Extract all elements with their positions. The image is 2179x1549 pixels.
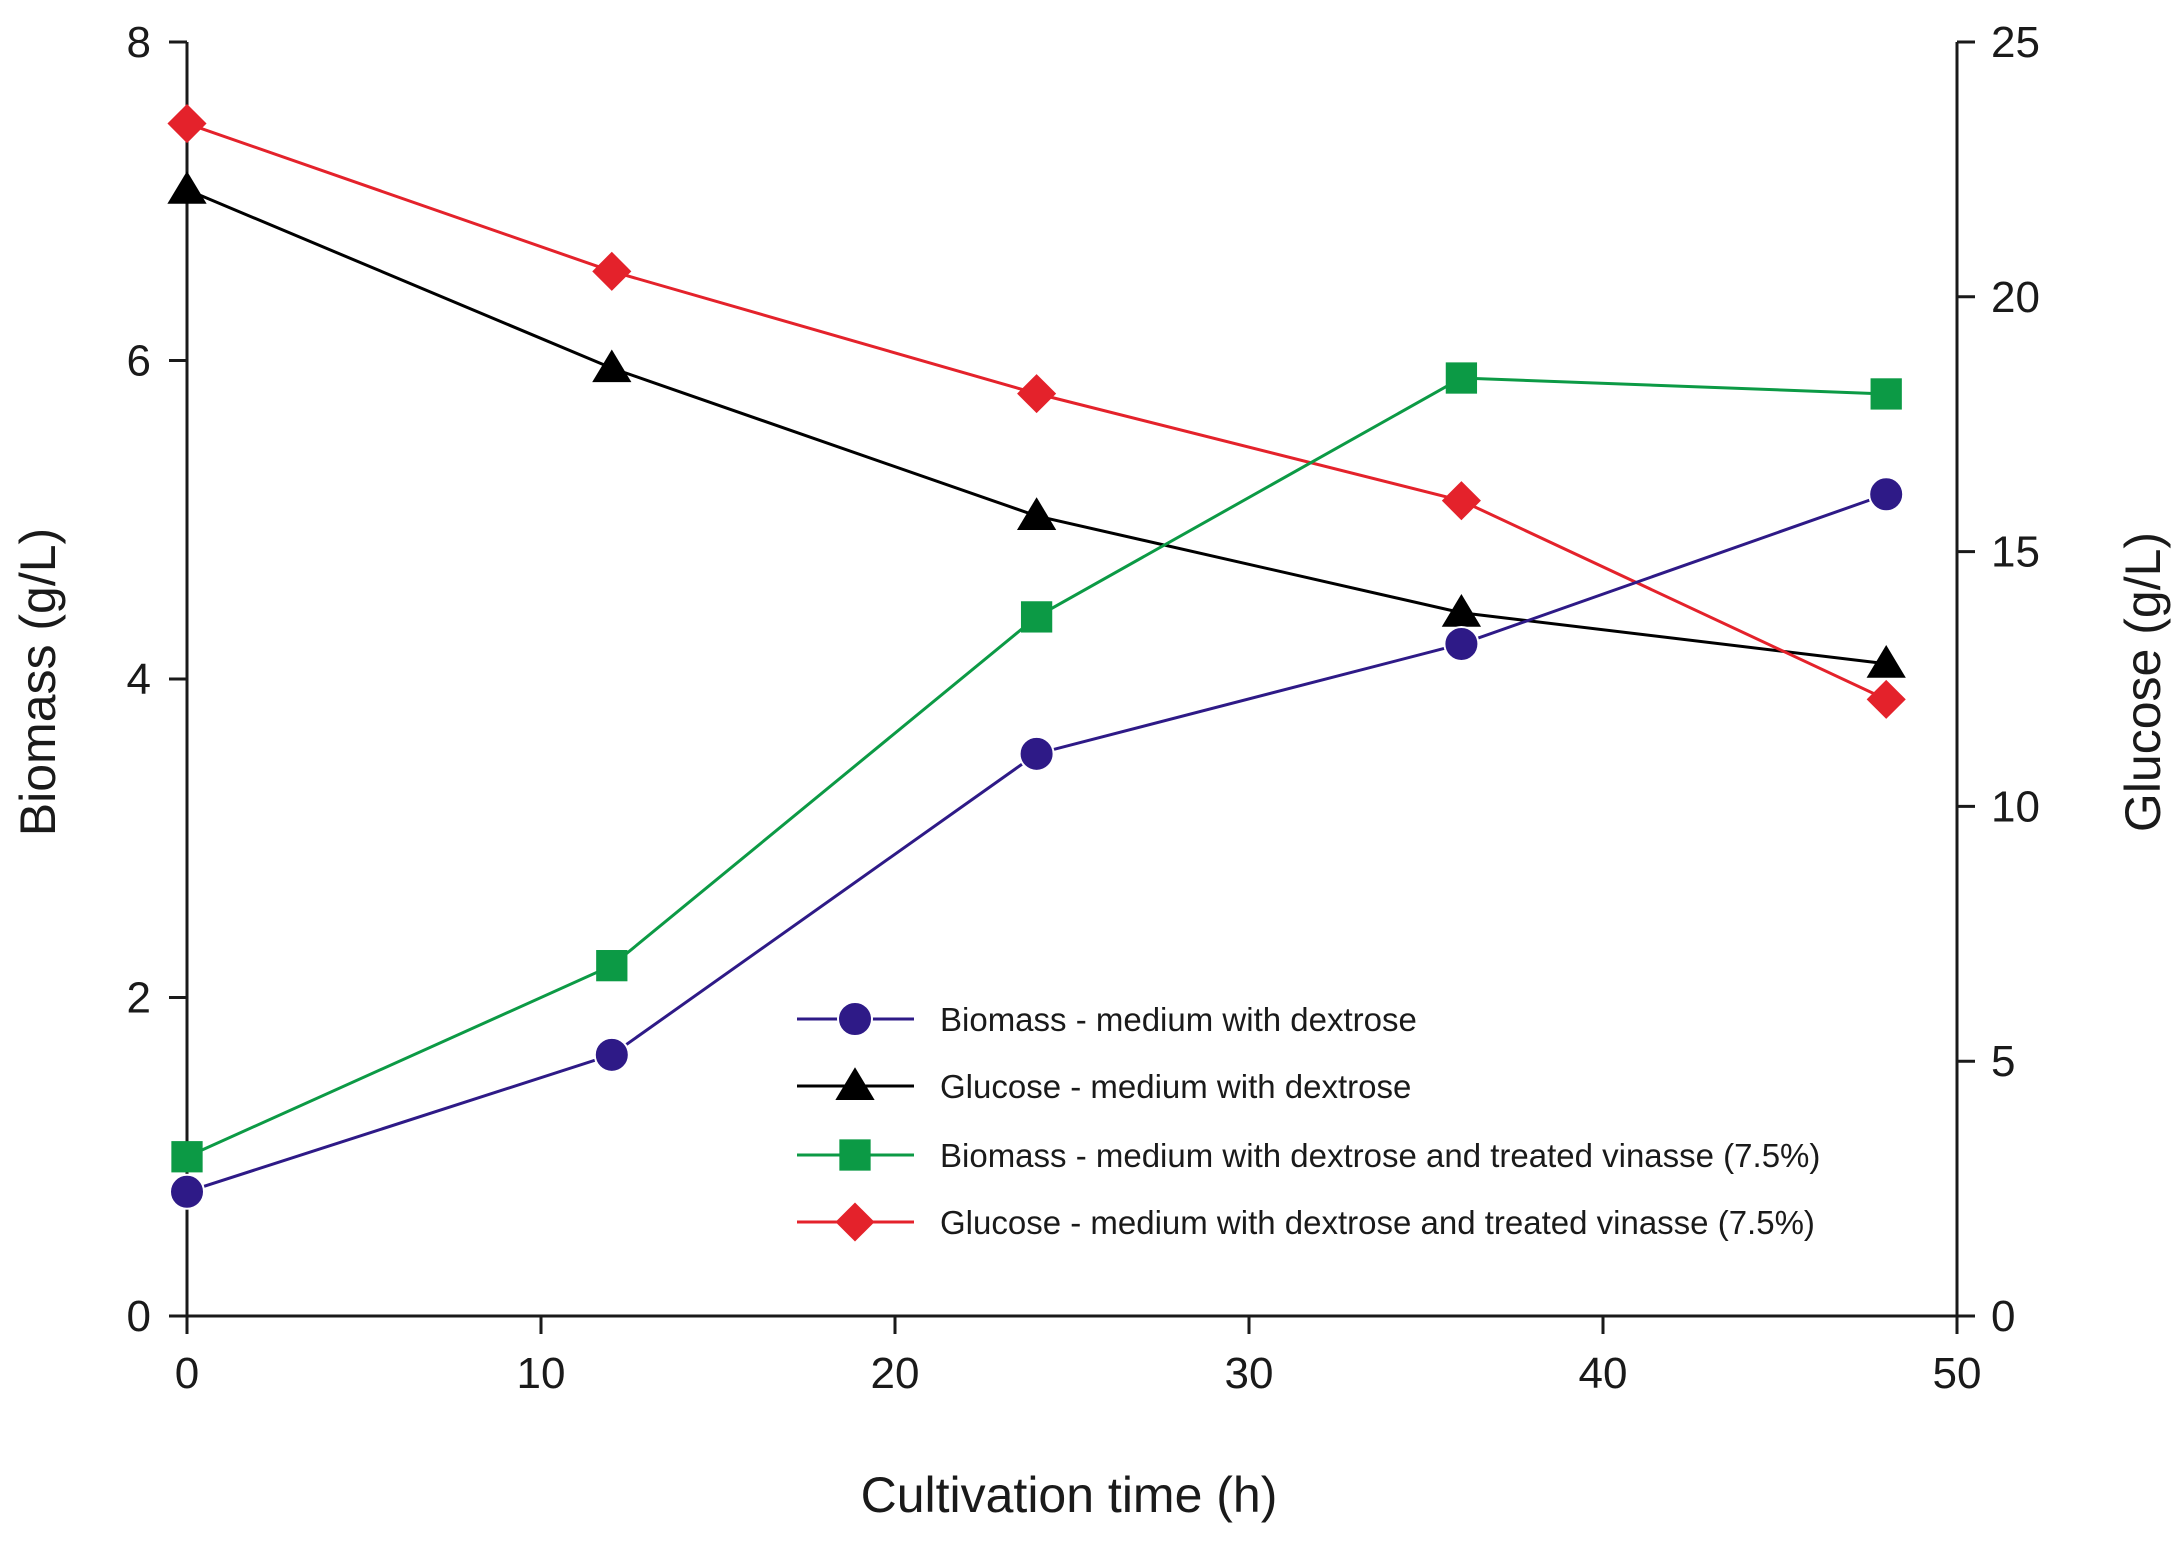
series-3-point (1020, 601, 1053, 633)
y-right-tick-label: 5 (1991, 1037, 2015, 1086)
y-left-axis-title: Biomass (g/L) (10, 528, 66, 836)
series-4-point (1441, 481, 1481, 521)
y-left-tick-label: 6 (127, 337, 151, 386)
y-left-tick-label: 0 (127, 1292, 151, 1341)
series-3-point (596, 950, 628, 982)
series-2-point (592, 349, 632, 383)
series-2-point (1016, 497, 1057, 530)
series-2-point (167, 171, 207, 204)
series-4-point (1866, 679, 1906, 719)
series-3-point (171, 1141, 203, 1173)
series-2-point (1866, 645, 1906, 678)
series-1-point (169, 1173, 205, 1210)
x-tick-label: 40 (1579, 1349, 1628, 1398)
legend: Biomass - medium with dextrose Glucose - … (797, 1001, 1820, 1242)
y-left-tick-label: 2 (127, 974, 151, 1023)
x-tick-label: 50 (1933, 1349, 1982, 1398)
axis-titles: Cultivation time (h) Biomass (g/L) Gluco… (10, 528, 2171, 1523)
legend-marker (835, 1202, 875, 1242)
y-right-tick-label: 0 (1991, 1292, 2015, 1341)
series-1-point (1868, 476, 1905, 513)
x-tick-label: 30 (1225, 1349, 1274, 1398)
series-1-point (593, 1036, 630, 1073)
y-right-tick-label: 20 (1991, 273, 2040, 322)
x-tick-label: 10 (517, 1349, 566, 1398)
series-1-point (1443, 625, 1480, 662)
x-axis-title: Cultivation time (h) (861, 1467, 1278, 1523)
y-right-tick-label: 10 (1991, 782, 2040, 831)
series-4-point (167, 103, 207, 144)
series-3-point (1445, 362, 1478, 394)
legend-marker (839, 1139, 871, 1171)
y-left-tick-label: 4 (127, 655, 151, 704)
y-right-tick-label: 15 (1991, 528, 2040, 577)
series-3-point (1870, 378, 1902, 410)
x-tick-label: 20 (871, 1349, 920, 1398)
y-right-tick-label: 25 (1991, 18, 2040, 67)
series-2-point (1441, 594, 1482, 627)
x-tick-label: 0 (175, 1349, 199, 1398)
legend-label: Glucose - medium with dextrose and treat… (940, 1204, 1815, 1241)
y-right-axis-title: Glucose (g/L) (2115, 532, 2171, 832)
legend-marker (837, 1001, 873, 1037)
series-markers (167, 103, 1906, 1210)
series-1-point (1018, 735, 1055, 772)
legend-label: Biomass - medium with dextrose (940, 1001, 1417, 1038)
legend-label: Glucose - medium with dextrose (940, 1068, 1411, 1105)
series-4-point (592, 251, 632, 291)
legend-marker (835, 1067, 875, 1101)
legend-label: Biomass - medium with dextrose and treat… (940, 1137, 1820, 1174)
y-left-tick-label: 8 (127, 18, 151, 67)
series-4-point (1017, 374, 1057, 414)
